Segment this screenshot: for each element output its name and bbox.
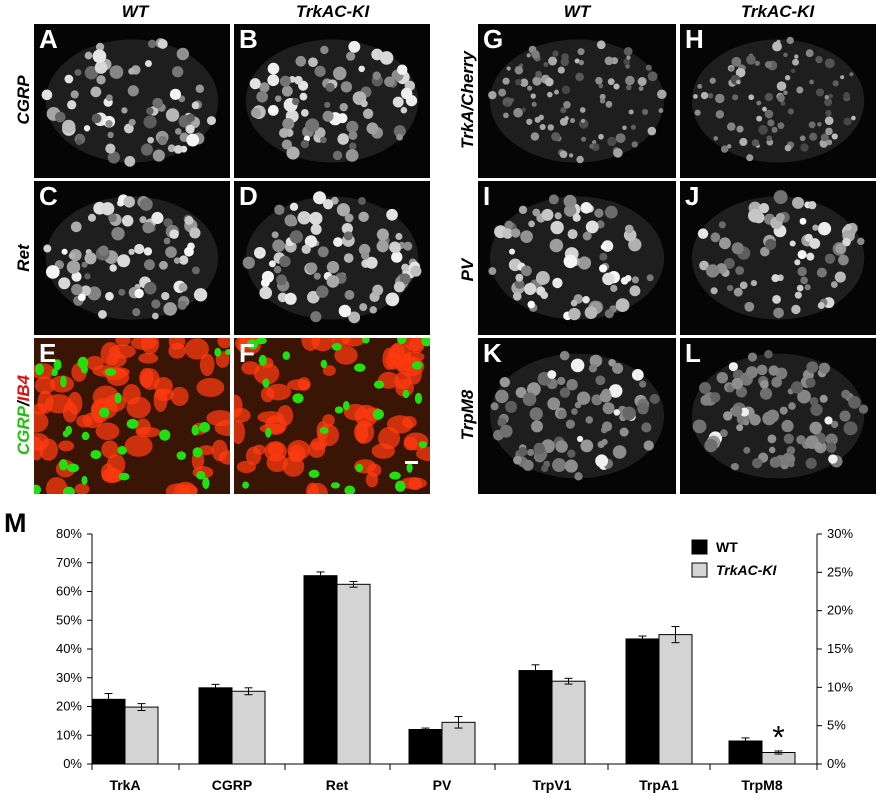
- panel-j-letter: J: [685, 181, 700, 211]
- panel-m-letter: M: [4, 508, 27, 538]
- panel-f-micrograph: [234, 338, 430, 494]
- panel-a-letter: A: [39, 24, 58, 54]
- column-header-trkac-left: TrkAC-KI: [295, 2, 370, 21]
- panel-i-letter: I: [483, 181, 491, 211]
- y-tick-label-left: 20%: [56, 699, 82, 714]
- panel-c: C: [34, 181, 230, 335]
- row-label-ib4-part: IB4: [14, 374, 33, 402]
- panel-i-micrograph: [488, 194, 665, 321]
- y-tick-label-left: 70%: [56, 555, 82, 570]
- panel-g-micrograph: [488, 39, 667, 164]
- y-tick-label-left: 50%: [56, 612, 82, 627]
- panel-a: A: [34, 24, 230, 178]
- row-label-pv: PV: [458, 258, 477, 282]
- legend-label-trkac-ki: TrkAC-KI: [716, 562, 778, 578]
- panel-f-letter: F: [239, 338, 255, 368]
- row-label-cgrp-ib4: CGRP/IB4: [14, 365, 34, 465]
- y-tick-label-left: 60%: [56, 584, 82, 599]
- panel-j: J: [680, 181, 876, 335]
- panel-h: H: [680, 24, 876, 178]
- panel-g-letter: G: [483, 24, 504, 54]
- y-tick-label-right: 10%: [827, 679, 853, 694]
- panel-g: G: [478, 24, 676, 178]
- bar-wt-ret: [303, 575, 338, 765]
- y-tick-label-left: 30%: [56, 670, 82, 685]
- bar-trkac-ki-trka: [124, 706, 159, 765]
- y-tick-label-right: 5%: [827, 718, 846, 733]
- row-label-cgrp: CGRP: [14, 75, 33, 125]
- panel-c-micrograph: [43, 194, 219, 320]
- bar-wt-trka: [91, 698, 126, 765]
- x-tick-label-trka: TrkA: [109, 777, 140, 793]
- y-tick-label-left: 80%: [56, 526, 82, 541]
- bar-trkac-ki-cgrp: [231, 690, 266, 765]
- row-label-sep: /: [14, 401, 33, 407]
- bar-trkac-ki-trpa1: [658, 634, 693, 765]
- panel-e-micrograph: [34, 338, 230, 494]
- panel-l: L: [680, 338, 876, 494]
- bar-trkac-ki-trpv1: [551, 680, 586, 765]
- x-tick-label-cgrp: CGRP: [212, 777, 252, 793]
- bar-wt-trpv1: [518, 670, 553, 765]
- bar-trkac-ki-ret: [336, 583, 371, 765]
- y-tick-label-left: 0%: [63, 756, 82, 771]
- panel-b-micrograph: [245, 39, 419, 163]
- panel-k: K: [478, 338, 676, 494]
- x-tick-label-trpa1: TrpA1: [639, 777, 679, 793]
- row-label-cgrp-part: CGRP: [14, 406, 33, 456]
- column-header-trkac-right: TrkAC-KI: [740, 2, 815, 21]
- row-label-trka-cherry: TrkA/Cherry: [458, 51, 477, 149]
- panel-d-letter: D: [239, 181, 258, 211]
- legend-swatch-trkac-ki: [691, 562, 708, 578]
- bar-chart-m: 0% 10% 20% 30% 40% 50% 60% 70% 80% 0% 5% 10% 15% 20% 2…: [56, 526, 853, 793]
- panel-k-micrograph: [489, 350, 665, 481]
- x-tick-label-trpv1: TrpV1: [533, 777, 572, 793]
- x-tick-label-ret: Ret: [326, 777, 349, 793]
- y-tick-label-left: 40%: [56, 641, 82, 656]
- row-label-trpm8: TrpM8: [458, 389, 477, 441]
- bar-trkac-ki-pv: [441, 721, 476, 765]
- x-tick-label-trpm8: TrpM8: [741, 777, 782, 793]
- panel-e: E: [34, 338, 230, 494]
- panel-k-letter: K: [483, 338, 502, 368]
- panel-h-letter: H: [685, 24, 704, 54]
- legend-swatch-wt: [691, 539, 708, 555]
- x-tick-label-pv: PV: [433, 777, 452, 793]
- panel-l-letter: L: [685, 338, 701, 368]
- panel-d-micrograph: [242, 191, 422, 324]
- y-tick-label-right: 0%: [827, 756, 846, 771]
- bar-wt-cgrp: [198, 687, 233, 765]
- significance-star: *: [772, 720, 784, 756]
- panel-c-letter: C: [39, 181, 58, 211]
- y-tick-label-right: 15%: [827, 641, 853, 656]
- panel-e-letter: E: [39, 338, 57, 368]
- panel-b-letter: B: [239, 24, 258, 54]
- bar-wt-trpa1: [625, 638, 660, 765]
- bar-wt-pv: [408, 729, 443, 765]
- y-tick-label-right: 20%: [827, 603, 853, 618]
- row-label-ret: Ret: [14, 244, 33, 272]
- y-tick-label-left: 10%: [56, 727, 82, 742]
- column-header-wt-right: WT: [563, 2, 591, 21]
- panel-j-micrograph: [691, 190, 865, 320]
- panel-i: I: [478, 181, 676, 335]
- column-header-wt-left: WT: [121, 2, 149, 21]
- scale-bar: [405, 461, 418, 464]
- y-tick-label-right: 25%: [827, 564, 853, 579]
- y-tick-label-right: 30%: [827, 526, 853, 541]
- panel-f: F: [234, 338, 430, 494]
- panel-b: B: [234, 24, 430, 178]
- panel-h-micrograph: [691, 36, 865, 163]
- panel-a-micrograph: [41, 37, 219, 167]
- panel-l-micrograph: [691, 349, 869, 479]
- legend-label-wt: WT: [716, 539, 738, 555]
- panel-d: D: [234, 181, 430, 335]
